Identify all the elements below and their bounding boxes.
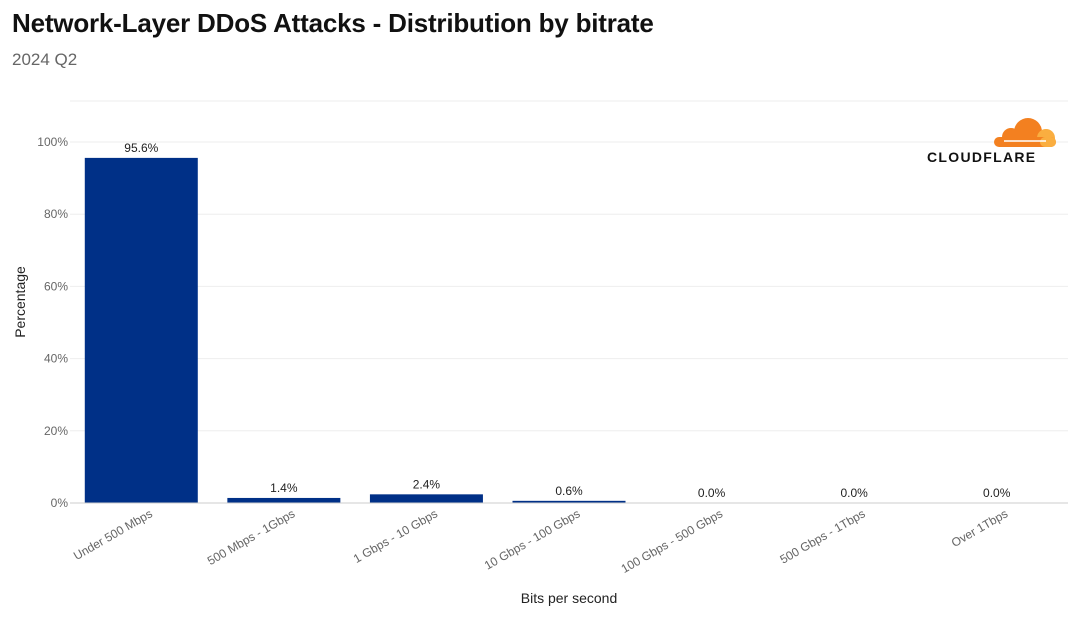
bar <box>369 494 483 503</box>
y-tick-label: 60% <box>44 279 68 293</box>
x-tick-label: Under 500 Mbps <box>71 506 155 562</box>
x-tick-label: 1 Gbps - 10 Gbps <box>351 506 440 565</box>
bar-data-label: 2.4% <box>413 477 441 491</box>
x-axis-ticks: Under 500 Mbps 500 Mbps - 1Gbps 1 Gbps - 1… <box>71 506 1010 575</box>
chart-subtitle: 2024 Q2 <box>12 50 78 69</box>
y-tick-label: 80% <box>44 207 68 221</box>
y-tick-label: 40% <box>44 352 68 366</box>
cloud-icon <box>994 118 1056 147</box>
grid-lines <box>70 100 1068 432</box>
bar-data-label: 0.0% <box>698 486 726 500</box>
bar-data-label: 0.0% <box>983 486 1011 500</box>
bar <box>227 497 341 503</box>
x-tick-label: 500 Mbps - 1Gbps <box>205 506 297 567</box>
x-tick-label: 10 Gbps - 100 Gbps <box>482 506 583 572</box>
y-tick-label: 20% <box>44 424 68 438</box>
x-axis-title: Bits per second <box>521 590 618 606</box>
bar-data-label: 1.4% <box>270 481 298 495</box>
cloudflare-logo: CLOUDFLARE <box>927 118 1056 165</box>
bar-data-label: 0.6% <box>555 484 583 498</box>
bar-data-labels: 95.6% 1.4% 2.4% 0.6% 0.0% 0.0% 0.0% <box>124 141 1010 500</box>
bar-data-label: 95.6% <box>124 141 158 155</box>
bars <box>84 157 626 503</box>
y-axis-ticks: 0% 20% 40% 60% 80% 100% <box>37 135 68 510</box>
bar <box>512 500 626 503</box>
y-tick-label: 0% <box>51 496 69 510</box>
y-axis-title: Percentage <box>12 266 28 338</box>
logo-wordmark: CLOUDFLARE <box>927 149 1036 165</box>
bar-data-label: 0.0% <box>840 486 868 500</box>
bar <box>84 157 198 503</box>
x-tick-label: 100 Gbps - 500 Gbps <box>619 506 725 575</box>
x-tick-label: Over 1Tbps <box>949 506 1010 549</box>
y-tick-label: 100% <box>37 135 68 149</box>
x-tick-label: 500 Gbps - 1Tbps <box>777 506 867 566</box>
chart-title: Network-Layer DDoS Attacks - Distributio… <box>12 8 654 38</box>
